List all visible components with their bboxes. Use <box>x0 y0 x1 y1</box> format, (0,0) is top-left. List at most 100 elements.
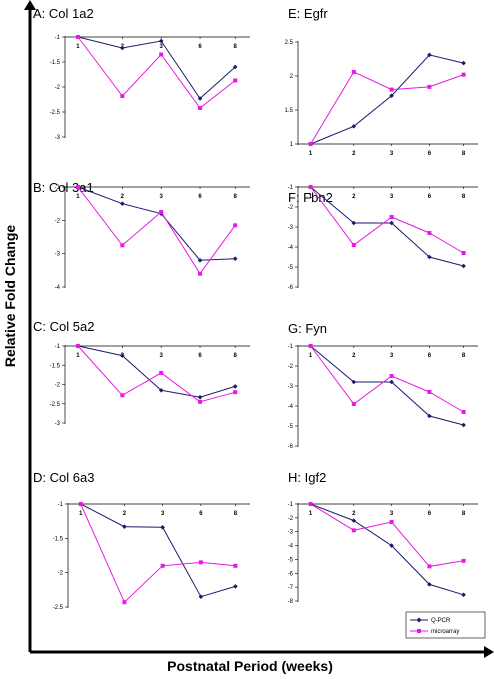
panel-b-microarray-point <box>120 243 125 248</box>
panel-h-ytick-label: -6 <box>288 571 294 577</box>
panel-b-ytick-label: -4 <box>55 285 61 291</box>
panel-a-microarray-point <box>75 35 80 39</box>
panel-c-qpcr-point <box>197 394 203 400</box>
panel-g-xtick-label: 8 <box>462 353 466 359</box>
panel-b-xtick-label: 3 <box>160 194 164 200</box>
panel-b-qpcr-line <box>77 186 236 261</box>
legend-microarray-marker <box>417 629 421 633</box>
panel-b-xtick-label: 2 <box>121 194 125 200</box>
panel-f-microarray-point <box>461 251 466 255</box>
panel-d-xtick-label: 6 <box>199 511 203 517</box>
panel-f-qpcr-point <box>461 263 466 269</box>
panel-d-title: D: Col 6a3 <box>33 470 94 485</box>
panel-b-qpcr-point <box>197 258 203 263</box>
panel-h-xtick-label: 6 <box>428 511 432 517</box>
panel-b-microarray-point <box>159 210 164 214</box>
panel-d-microarray-point <box>233 563 238 568</box>
panel-b-ytick-label: -1 <box>55 185 61 191</box>
panel-b-ytick-label: -2 <box>55 218 61 224</box>
panel-g-ytick-label: -5 <box>288 424 294 430</box>
panel-f-microarray-point <box>389 215 394 219</box>
panel-a-xtick-label: 8 <box>234 44 238 50</box>
panel-e-ytick-label: 1 <box>290 142 294 148</box>
panel-c-microarray-point <box>159 370 164 375</box>
panel-g: G: Fyn -1 -2 -3 -4 -5 -6 1 2 3 6 8 <box>288 321 478 450</box>
panel-e-microarray-point <box>427 84 432 89</box>
panel-b-title: B: Col 3a1 <box>33 180 94 195</box>
legend: Q-PCR microarray <box>405 611 486 639</box>
panel-e-microarray-point <box>351 69 356 74</box>
panel-a-xtick-label: 3 <box>160 44 164 50</box>
panel-c-xtick-label: 6 <box>198 353 202 359</box>
panel-a-qpcr-point <box>158 38 164 44</box>
panel-g-xtick-label: 3 <box>390 353 394 359</box>
panel-d-ytick-label: -1.5 <box>53 536 64 542</box>
panel-f-microarray-point <box>427 231 432 235</box>
panel-c-microarray-point <box>198 399 203 404</box>
panel-c-ytick-label: -2.5 <box>50 402 61 408</box>
outer-x-arrowhead <box>484 646 494 658</box>
panel-h-ytick-label: -3 <box>288 530 294 536</box>
panel-c: C: Col 5a2-1-1.5-2-2.5-312368 <box>33 319 250 427</box>
panel-d-xtick-label: 2 <box>123 511 127 517</box>
panel-b-xtick-label: 6 <box>198 194 202 200</box>
panel-c-qpcr-point <box>158 387 164 393</box>
panel-c-ytick-label: -1.5 <box>50 363 61 369</box>
panel-e-xtick-label: 6 <box>428 151 432 157</box>
panel-g-microarray-point <box>308 344 313 348</box>
panel-c-ytick-label: -1 <box>55 344 61 350</box>
panel-d-qpcr-line <box>80 503 236 598</box>
panel-h-ytick-label: -5 <box>288 557 294 563</box>
outer-y-arrowhead <box>24 0 36 10</box>
panel-a-xtick-label: 6 <box>198 44 202 50</box>
panel-f: F: Fbn2-1-2-3-4-5-61 2 3 6 8 <box>288 184 478 291</box>
panel-f-microarray-line <box>310 186 464 254</box>
panel-c-qpcr-point <box>232 384 238 389</box>
panel-a-microarray-point <box>198 106 203 110</box>
panel-f-qpcr-point <box>351 220 357 226</box>
panel-h-ytick-label: -2 <box>288 516 294 522</box>
panel-c-microarray-point <box>120 393 125 398</box>
panel-d-qpcr-point <box>233 584 238 589</box>
panel-d-ytick-label: -1 <box>58 502 64 508</box>
panel-e-microarray-line <box>310 71 464 145</box>
panel-g-xtick-label: 1 <box>309 353 313 359</box>
panel-c-qpcr-point <box>120 353 125 358</box>
panel-e-qpcr-point <box>427 52 432 58</box>
panel-g-qpcr-point <box>461 422 466 428</box>
panel-a-microarray-line <box>77 36 236 109</box>
panel-a-qpcr-point <box>120 45 125 51</box>
panel-a-ytick-label: -2.5 <box>50 110 61 116</box>
panel-e-xtick-label: 1 <box>309 151 313 157</box>
panel-e-ytick-label: 1.5 <box>285 108 294 114</box>
panel-f-qpcr-point <box>427 254 432 260</box>
y-axis-label: Relative Fold Change <box>2 225 18 368</box>
panel-f-ytick-label: -6 <box>288 285 294 291</box>
panel-g-ytick-label: -6 <box>288 444 294 450</box>
panel-a-xtick-label: 1 <box>76 44 80 50</box>
panel-a-microarray-point <box>120 94 125 98</box>
panel-g-qpcr-point <box>389 379 394 385</box>
panel-g-ytick-label: -1 <box>288 344 294 350</box>
x-axis-label: Postnatal Period (weeks) <box>167 658 333 674</box>
panel-c-ytick-label: -2 <box>55 383 61 389</box>
panel-a-ytick-label: -3 <box>55 135 61 141</box>
panel-c-title: C: Col 5a2 <box>33 319 94 334</box>
panel-e-microarray-point <box>461 72 466 77</box>
panel-g-xtick-label: 2 <box>352 353 356 359</box>
panel-h-xtick-label: 1 <box>309 511 313 517</box>
legend-qpcr-marker <box>416 617 422 623</box>
panel-h-xtick-label: 3 <box>390 511 394 517</box>
panel-a-title: A: Col 1a2 <box>33 6 94 21</box>
panel-b-ytick-label: -3 <box>55 252 61 258</box>
panel-g-microarray-line <box>310 345 464 413</box>
panel-h-ytick-label: -1 <box>288 502 294 508</box>
panel-e-qpcr-point <box>389 93 394 99</box>
panel-c-xtick-label: 8 <box>234 353 238 359</box>
panel-a-microarray-point <box>159 52 164 57</box>
panel-c-microarray-point <box>233 390 238 395</box>
panel-e-qpcr-point <box>461 60 466 66</box>
panel-d-ytick-label: -2 <box>58 571 64 577</box>
panel-f-microarray-point <box>308 185 313 189</box>
